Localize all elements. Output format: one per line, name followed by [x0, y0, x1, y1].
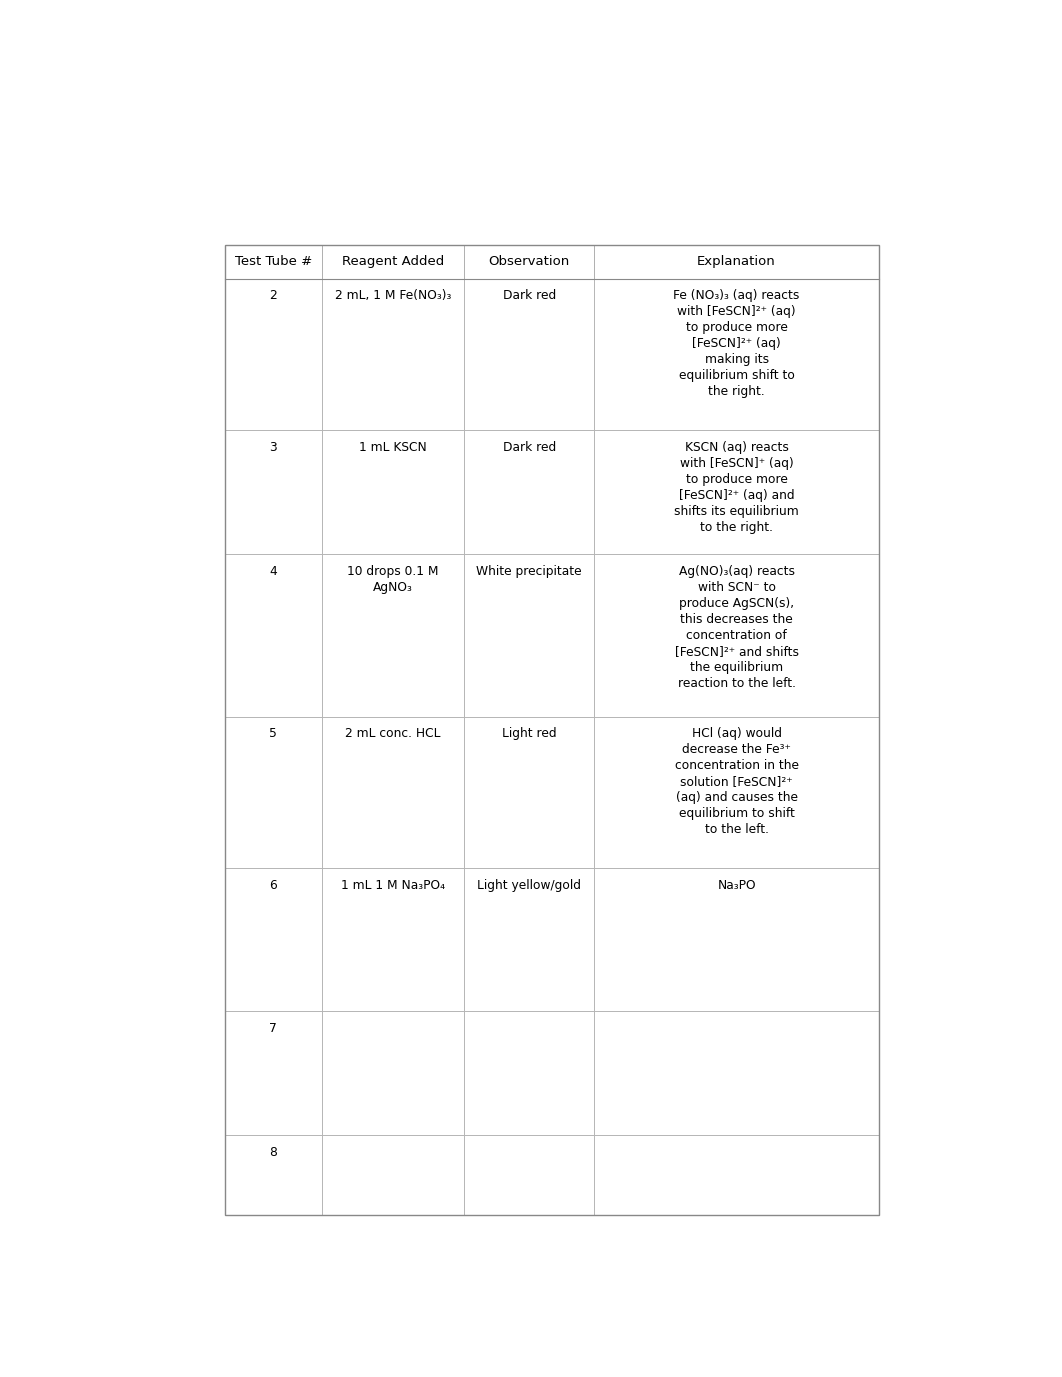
Bar	[464, 245, 594, 278]
Text: Dark red: Dark red	[502, 441, 555, 454]
Bar	[594, 430, 879, 555]
Bar	[464, 716, 594, 869]
Bar	[322, 430, 464, 555]
Bar	[464, 430, 594, 555]
Bar	[594, 555, 879, 716]
Bar	[225, 278, 322, 430]
Bar	[225, 1136, 322, 1215]
Bar	[225, 430, 322, 555]
Bar	[225, 1011, 322, 1136]
Bar	[594, 716, 879, 869]
Text: 7: 7	[270, 1022, 277, 1036]
Text: 5: 5	[270, 727, 277, 741]
Text: HCl (aq) would
decrease the Fe³⁺
concentration in the
solution [FeSCN]²⁺
(aq) an: HCl (aq) would decrease the Fe³⁺ concent…	[674, 727, 799, 836]
Text: Observation: Observation	[489, 255, 570, 269]
Text: Fe (NO₃)₃ (aq) reacts
with [FeSCN]²⁺ (aq)
to produce more
[FeSCN]²⁺ (aq)
making : Fe (NO₃)₃ (aq) reacts with [FeSCN]²⁺ (aq…	[673, 289, 800, 398]
Bar	[594, 1136, 879, 1215]
Text: 3: 3	[270, 441, 277, 454]
Text: Ag(NO)₃(aq) reacts
with SCN⁻ to
produce AgSCN(s),
this decreases the
concentrati: Ag(NO)₃(aq) reacts with SCN⁻ to produce …	[674, 565, 799, 690]
Text: Test Tube #: Test Tube #	[235, 255, 312, 269]
Bar	[322, 555, 464, 716]
Text: 4: 4	[270, 565, 277, 578]
Text: KSCN (aq) reacts
with [FeSCN]⁺ (aq)
to produce more
[FeSCN]²⁺ (aq) and
shifts it: KSCN (aq) reacts with [FeSCN]⁺ (aq) to p…	[674, 441, 799, 534]
Bar	[322, 1011, 464, 1136]
Text: Explanation: Explanation	[698, 255, 776, 269]
Text: Reagent Added: Reagent Added	[342, 255, 444, 269]
Bar	[322, 869, 464, 1011]
Text: Light red: Light red	[502, 727, 556, 741]
Bar	[464, 869, 594, 1011]
Text: 2 mL, 1 M Fe(NO₃)₃: 2 mL, 1 M Fe(NO₃)₃	[335, 289, 451, 303]
Text: 2 mL conc. HCL: 2 mL conc. HCL	[345, 727, 441, 741]
Bar	[594, 278, 879, 430]
Bar	[225, 245, 879, 1215]
Bar	[464, 278, 594, 430]
Bar	[594, 245, 879, 278]
Text: Dark red: Dark red	[502, 289, 555, 303]
Text: 1 mL KSCN: 1 mL KSCN	[359, 441, 427, 454]
Text: 8: 8	[270, 1146, 277, 1159]
Text: Na₃PO: Na₃PO	[717, 879, 756, 892]
Bar	[322, 245, 464, 278]
Bar	[322, 278, 464, 430]
Bar	[594, 1011, 879, 1136]
Bar	[594, 869, 879, 1011]
Bar	[322, 716, 464, 869]
Bar	[464, 1011, 594, 1136]
Text: Light yellow/gold: Light yellow/gold	[477, 879, 581, 892]
Bar	[225, 716, 322, 869]
Bar	[464, 1136, 594, 1215]
Text: 10 drops 0.1 M
AgNO₃: 10 drops 0.1 M AgNO₃	[347, 565, 439, 593]
Bar	[225, 869, 322, 1011]
Bar	[322, 1136, 464, 1215]
Bar	[464, 555, 594, 716]
Bar	[225, 245, 322, 278]
Text: 2: 2	[270, 289, 277, 303]
Text: 6: 6	[270, 879, 277, 892]
Text: 1 mL 1 M Na₃PO₄: 1 mL 1 M Na₃PO₄	[341, 879, 445, 892]
Text: White precipitate: White precipitate	[477, 565, 582, 578]
Bar	[225, 555, 322, 716]
